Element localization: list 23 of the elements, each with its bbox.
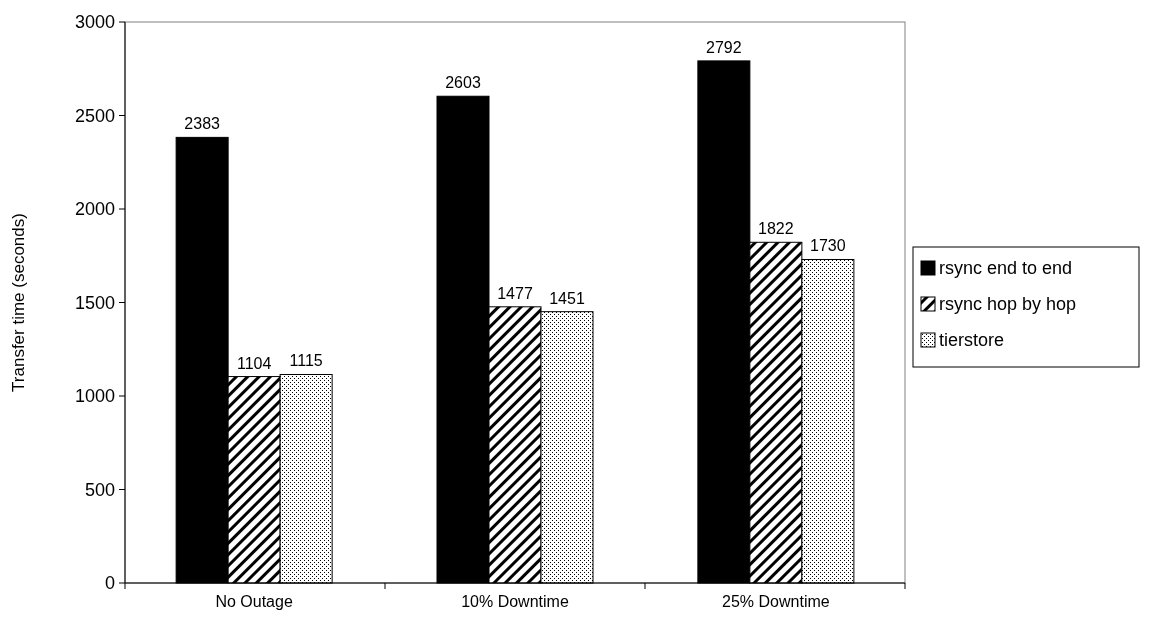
data-label: 1115 (289, 352, 323, 370)
x-tick-label: No Outage (215, 593, 293, 610)
y-tick-label: 2500 (74, 105, 115, 126)
data-label: 1104 (236, 354, 272, 372)
data-label: 1730 (810, 237, 846, 255)
legend-label: tierstore (939, 330, 1005, 351)
y-tick-label: 1000 (74, 386, 115, 407)
data-label: 2603 (445, 74, 481, 92)
y-axis-title: Transfer time (seconds) (9, 213, 28, 392)
data-label: 2383 (184, 115, 221, 133)
legend-label: rsync end to end (939, 258, 1073, 279)
y-tick-label: 1500 (74, 292, 115, 313)
data-label: 1451 (549, 289, 585, 307)
data-label: 1477 (497, 284, 533, 302)
x-tick-label: 10% Downtime (461, 593, 569, 610)
y-tick-label: 2000 (74, 199, 115, 220)
legend-label: rsync hop by hop (939, 294, 1077, 315)
data-label: 1822 (758, 220, 794, 238)
y-tick-label: 3000 (74, 12, 115, 33)
x-tick-label: 25% Downtime (722, 593, 830, 610)
data-label: 2792 (706, 38, 742, 56)
y-tick-label: 500 (84, 479, 115, 500)
y-tick-label: 0 (104, 573, 115, 594)
